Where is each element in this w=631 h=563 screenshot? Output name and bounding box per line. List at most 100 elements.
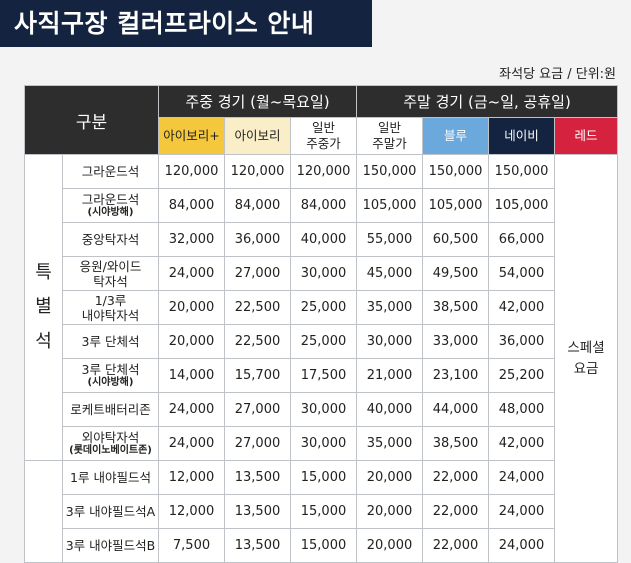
title-banner: 사직구장 컬러프라이스 안내 <box>0 0 372 47</box>
col-weekday-general-line1: 일반 <box>311 120 335 136</box>
seat-name-main: 그라운드석 <box>81 192 140 207</box>
price-cell: 27,000 <box>224 392 291 427</box>
seat-name: 그라운드석 (시야방해) <box>62 188 159 223</box>
price-cell: 12,000 <box>158 494 225 529</box>
seat-name: 3루 단체석 <box>62 324 159 359</box>
price-cell: 60,500 <box>422 222 489 257</box>
special-price-line1: 스페셜 <box>567 340 605 357</box>
price-cell: 42,000 <box>488 290 555 325</box>
table-row: 3루 단체석 20,000 22,500 25,000 30,000 33,00… <box>25 324 618 359</box>
price-cell: 105,000 <box>356 188 423 223</box>
price-cell: 120,000 <box>290 154 357 189</box>
price-cell: 48,000 <box>488 392 555 427</box>
price-cell: 38,500 <box>422 290 489 325</box>
price-cell: 66,000 <box>488 222 555 257</box>
price-cell: 24,000 <box>158 256 225 291</box>
price-cell: 22,000 <box>422 528 489 563</box>
price-cell: 120,000 <box>224 154 291 189</box>
col-weekend-general: 일반 주말가 <box>356 117 423 155</box>
price-cell: 20,000 <box>158 290 225 325</box>
price-cell: 36,000 <box>488 324 555 359</box>
seat-name: 중앙탁자석 <box>62 222 159 257</box>
seat-name: 3루 내야필드석A <box>62 494 159 529</box>
price-cell: 22,000 <box>422 494 489 529</box>
price-cell: 20,000 <box>158 324 225 359</box>
price-cell: 22,500 <box>224 290 291 325</box>
seat-name-main: 3루 단체석 <box>81 362 140 377</box>
col-ivory: 아이보리 <box>224 117 291 155</box>
price-cell: 105,000 <box>488 188 555 223</box>
price-cell: 22,500 <box>224 324 291 359</box>
price-cell: 25,200 <box>488 358 555 393</box>
seat-name: 로케트배터리존 <box>62 392 159 427</box>
price-cell: 40,000 <box>356 392 423 427</box>
special-price-line2: 요금 <box>573 360 599 377</box>
category-cell-empty <box>24 460 63 563</box>
col-blue: 블루 <box>422 117 489 155</box>
seat-name-sub: (시야방해) <box>87 377 134 388</box>
price-cell: 24,000 <box>488 460 555 495</box>
seat-name: 응원/와이드 탁자석 <box>62 256 159 291</box>
category-special-seat: 특 별 석 <box>24 154 63 461</box>
price-cell: 150,000 <box>488 154 555 189</box>
seat-name-sub: (시야방해) <box>87 207 134 218</box>
seat-name: 3루 내야필드석B <box>62 528 159 563</box>
seat-name-main: 외야탁자석 <box>81 430 140 445</box>
price-cell: 15,700 <box>224 358 291 393</box>
table-row: 3루 단체석 (시야방해) 14,000 15,700 17,500 21,000… <box>25 358 618 393</box>
price-cell: 27,000 <box>224 256 291 291</box>
price-cell: 21,000 <box>356 358 423 393</box>
price-cell: 36,000 <box>224 222 291 257</box>
table-row: 1루 내야필드석 12,000 13,500 15,000 20,000 22,… <box>24 460 618 563</box>
price-cell: 24,000 <box>158 392 225 427</box>
price-cell: 105,000 <box>422 188 489 223</box>
price-cell: 23,100 <box>422 358 489 393</box>
special-price-cell: 스페셜 요금 <box>553 154 619 563</box>
price-cell: 30,000 <box>290 426 357 461</box>
price-cell: 150,000 <box>356 154 423 189</box>
col-weekend-general-line2: 주말가 <box>372 136 407 151</box>
price-cell: 38,500 <box>422 426 489 461</box>
price-cell: 20,000 <box>356 494 423 529</box>
price-cell: 24,000 <box>488 528 555 563</box>
price-cell: 35,000 <box>356 426 423 461</box>
table-row: 3루 내야필드석B 7,500 13,500 15,000 20,000 22,… <box>25 528 618 563</box>
price-cell: 30,000 <box>356 324 423 359</box>
seat-name: 외야탁자석 (롯데이노베이트존) <box>62 426 159 461</box>
price-cell: 25,000 <box>290 324 357 359</box>
price-cell: 55,000 <box>356 222 423 257</box>
unit-note: 좌석당 요금 / 단위:원 <box>499 67 616 82</box>
price-cell: 45,000 <box>356 256 423 291</box>
price-cell: 15,000 <box>290 460 357 495</box>
price-cell: 84,000 <box>290 188 357 223</box>
table-row: 그라운드석 (시야방해) 84,000 84,000 84,000 105,000… <box>25 188 618 223</box>
price-cell: 49,500 <box>422 256 489 291</box>
table-row: 1/3루 내야탁자석 20,000 22,500 25,000 35,000 38… <box>25 290 618 325</box>
price-cell: 120,000 <box>158 154 225 189</box>
weekend-group-header: 주말 경기 (금~일, 공휴일) <box>355 85 619 118</box>
table-row: 중앙탁자석 32,000 36,000 40,000 55,000 60,500… <box>25 222 618 257</box>
col-weekday-general: 일반 주중가 <box>290 117 357 155</box>
seat-name-line2: 내야탁자석 <box>81 307 140 323</box>
col-ivory-plus: 아이보리+ <box>158 117 225 155</box>
price-cell: 13,500 <box>224 460 291 495</box>
price-table: 구분 주중 경기 (월~목요일) 주말 경기 (금~일, 공휴일) 아이보리+ … <box>24 85 619 563</box>
price-cell: 13,500 <box>224 494 291 529</box>
price-cell: 84,000 <box>224 188 291 223</box>
price-cell: 54,000 <box>488 256 555 291</box>
price-cell: 12,000 <box>158 460 225 495</box>
price-cell: 30,000 <box>290 256 357 291</box>
price-cell: 35,000 <box>356 290 423 325</box>
col-weekend-general-line1: 일반 <box>377 120 401 136</box>
price-cell: 24,000 <box>488 494 555 529</box>
price-cell: 17,500 <box>290 358 357 393</box>
price-cell: 42,000 <box>488 426 555 461</box>
table-row: 외야탁자석 (롯데이노베이트존) 24,000 27,000 30,000 35,… <box>25 426 618 461</box>
price-cell: 32,000 <box>158 222 225 257</box>
seat-name-main: 응원/와이드 <box>79 258 142 274</box>
category-header: 구분 <box>24 85 159 155</box>
seat-name: 3루 단체석 (시야방해) <box>62 358 159 393</box>
seat-name: 1/3루 내야탁자석 <box>62 290 159 325</box>
category-char-3: 석 <box>35 330 52 352</box>
price-cell: 40,000 <box>290 222 357 257</box>
